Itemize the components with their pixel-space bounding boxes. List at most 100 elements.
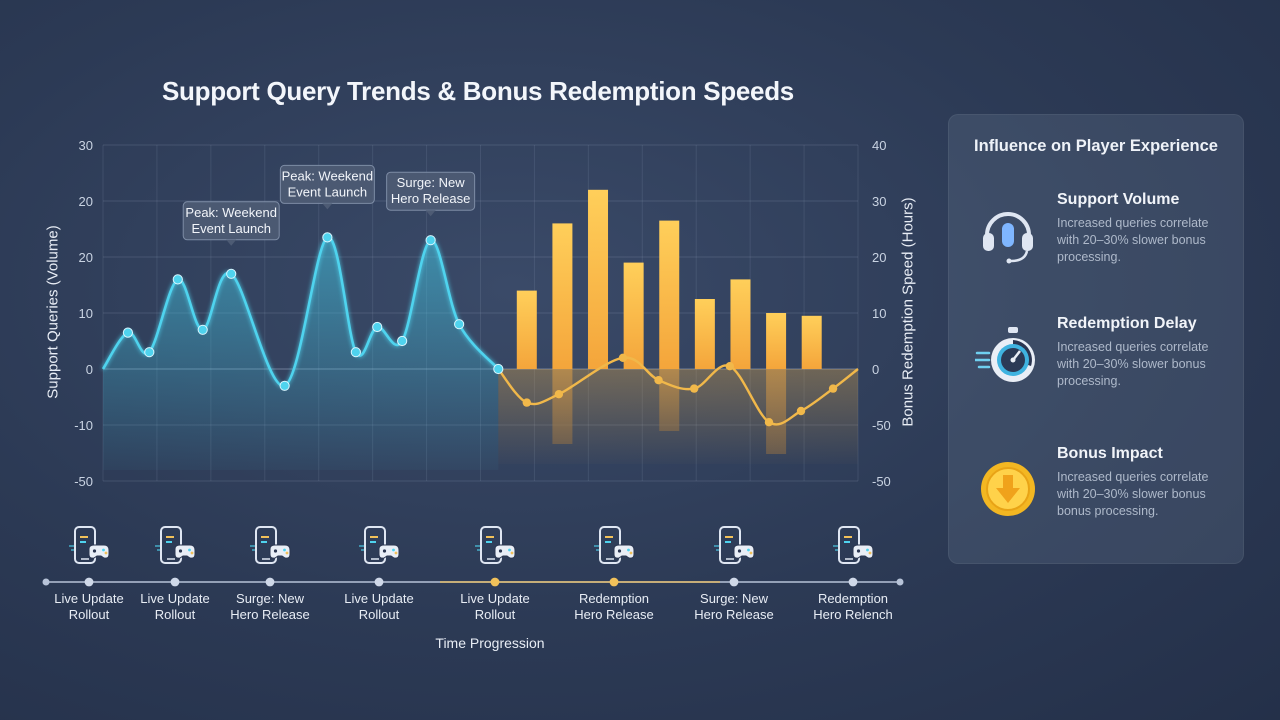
card-heading: Bonus Impact xyxy=(1057,445,1163,462)
timeline-label-line: Redemption xyxy=(817,591,889,606)
coin-download-icon xyxy=(981,462,1035,516)
phone-gamepad-icon xyxy=(714,526,755,564)
timeline-label-line: Live Update xyxy=(140,591,210,606)
bar xyxy=(694,299,715,369)
redemption-point xyxy=(522,398,531,407)
timeline-marker xyxy=(729,577,739,587)
bar xyxy=(588,189,609,369)
y-left-tick-label: -50 xyxy=(74,474,93,489)
redemption-point xyxy=(725,362,734,371)
timeline-marker xyxy=(265,577,275,587)
annotation-text: Hero Release xyxy=(391,191,471,206)
support-point xyxy=(454,319,465,330)
annotation-text: Peak: Weekend xyxy=(282,168,374,183)
timeline-label-line: Rollout xyxy=(68,607,110,622)
timeline-label-line: Rollout xyxy=(474,607,516,622)
timeline-label-line: Redemption xyxy=(578,591,650,606)
support-point xyxy=(197,324,208,335)
redemption-area xyxy=(498,369,858,464)
bar xyxy=(516,290,537,369)
y-left-tick-label: -10 xyxy=(74,418,93,433)
support-point xyxy=(144,347,155,358)
y-right-tick-label: 20 xyxy=(872,250,886,265)
phone-gamepad-icon xyxy=(475,526,516,564)
support-point xyxy=(172,274,183,285)
panel-title: Influence on Player Experience xyxy=(974,137,1218,155)
y-axis-right-title: Bonus Redemption Speed (Hours) xyxy=(899,197,917,427)
phone-gamepad-icon xyxy=(69,526,110,564)
bar xyxy=(766,313,787,369)
timeline-label-line: Live Update xyxy=(54,591,124,606)
stopwatch-icon xyxy=(975,327,1035,382)
card-text: Increased queries correlate with 20–30% … xyxy=(1057,470,1209,518)
timeline-label-line: Hero Release xyxy=(230,607,310,622)
support-point xyxy=(226,268,237,279)
timeline-marker xyxy=(84,577,94,587)
support-queries-line xyxy=(101,236,500,388)
timeline-label-line: Hero Relench xyxy=(813,607,893,622)
timeline-label: Surge: New Hero Release xyxy=(215,591,325,623)
annotation-text: Peak: Weekend xyxy=(185,205,277,220)
support-point xyxy=(372,321,383,333)
y-right-tick-label: 40 xyxy=(872,138,886,153)
timeline-end-dot xyxy=(896,578,904,586)
card-support-volume: Support Volume Increased queries correla… xyxy=(949,191,1243,291)
support-point xyxy=(322,232,333,243)
timeline-label-line: Live Update xyxy=(344,591,414,606)
bar xyxy=(659,220,680,369)
timeline-label-line: Surge: New xyxy=(236,591,304,606)
annotation-text: Event Launch xyxy=(191,221,271,236)
card-bonus-impact: Bonus Impact Increased queries correlate… xyxy=(949,445,1243,545)
timeline-label: Live Update Rollout xyxy=(440,591,550,623)
timeline-label: Live Update Rollout xyxy=(324,591,434,623)
timeline-label: Redemption Hero Release xyxy=(559,591,669,623)
timeline-label: Live Update Rollout xyxy=(120,591,230,623)
phone-gamepad-icon xyxy=(250,526,291,564)
redemption-point xyxy=(689,384,699,393)
y-axis-left-title: Support Queries (Volume) xyxy=(44,225,62,399)
influence-panel: Influence on Player Experience Support V… xyxy=(948,114,1244,564)
card-heading: Redemption Delay xyxy=(1057,315,1197,332)
timeline-marker xyxy=(848,577,858,587)
timeline-end-dot xyxy=(42,578,50,586)
timeline-label-line: Rollout xyxy=(358,607,400,622)
redemption-point xyxy=(654,376,663,385)
redemption-point xyxy=(828,384,838,393)
y-left-tick-label: 20 xyxy=(79,250,93,265)
support-point xyxy=(397,335,408,347)
support-point xyxy=(350,347,361,358)
timeline-label-line: Hero Release xyxy=(694,607,774,622)
support-point xyxy=(493,363,504,375)
card-redemption-delay: Redemption Delay Increased queries corre… xyxy=(949,315,1243,415)
timeline-marker xyxy=(609,577,619,587)
annotation-text: Event Launch xyxy=(288,184,368,199)
support-point xyxy=(425,235,436,246)
support-point xyxy=(122,327,134,338)
bar xyxy=(730,279,751,369)
y-left-tick-label: 20 xyxy=(79,194,93,209)
axis-ticks: 30 20 20 10 0 -10 -50 40 30 20 10 0 -50 -50 xyxy=(74,138,891,489)
y-left-tick-label: 0 xyxy=(86,362,93,377)
bar xyxy=(801,315,822,369)
phone-gamepad-icon xyxy=(594,526,635,564)
phone-gamepad-icon xyxy=(833,526,874,564)
support-area xyxy=(103,237,858,470)
card-heading: Support Volume xyxy=(1057,191,1180,208)
phone-gamepad-icon xyxy=(359,526,400,564)
y-right-tick-label: 0 xyxy=(872,362,879,377)
timeline-marker xyxy=(170,577,180,587)
timeline-label-line: Surge: New xyxy=(700,591,768,606)
timeline-marker xyxy=(374,577,384,587)
redemption-point xyxy=(554,390,564,399)
redemption-point xyxy=(618,353,628,362)
series-points xyxy=(122,232,838,427)
timeline-label: Live Update Rollout xyxy=(34,591,144,623)
chart-title: Support Query Trends & Bonus Redemption … xyxy=(162,76,794,106)
timeline-label-line: Rollout xyxy=(154,607,196,622)
bar xyxy=(552,223,573,369)
timeline-label: Surge: New Hero Release xyxy=(679,591,789,623)
